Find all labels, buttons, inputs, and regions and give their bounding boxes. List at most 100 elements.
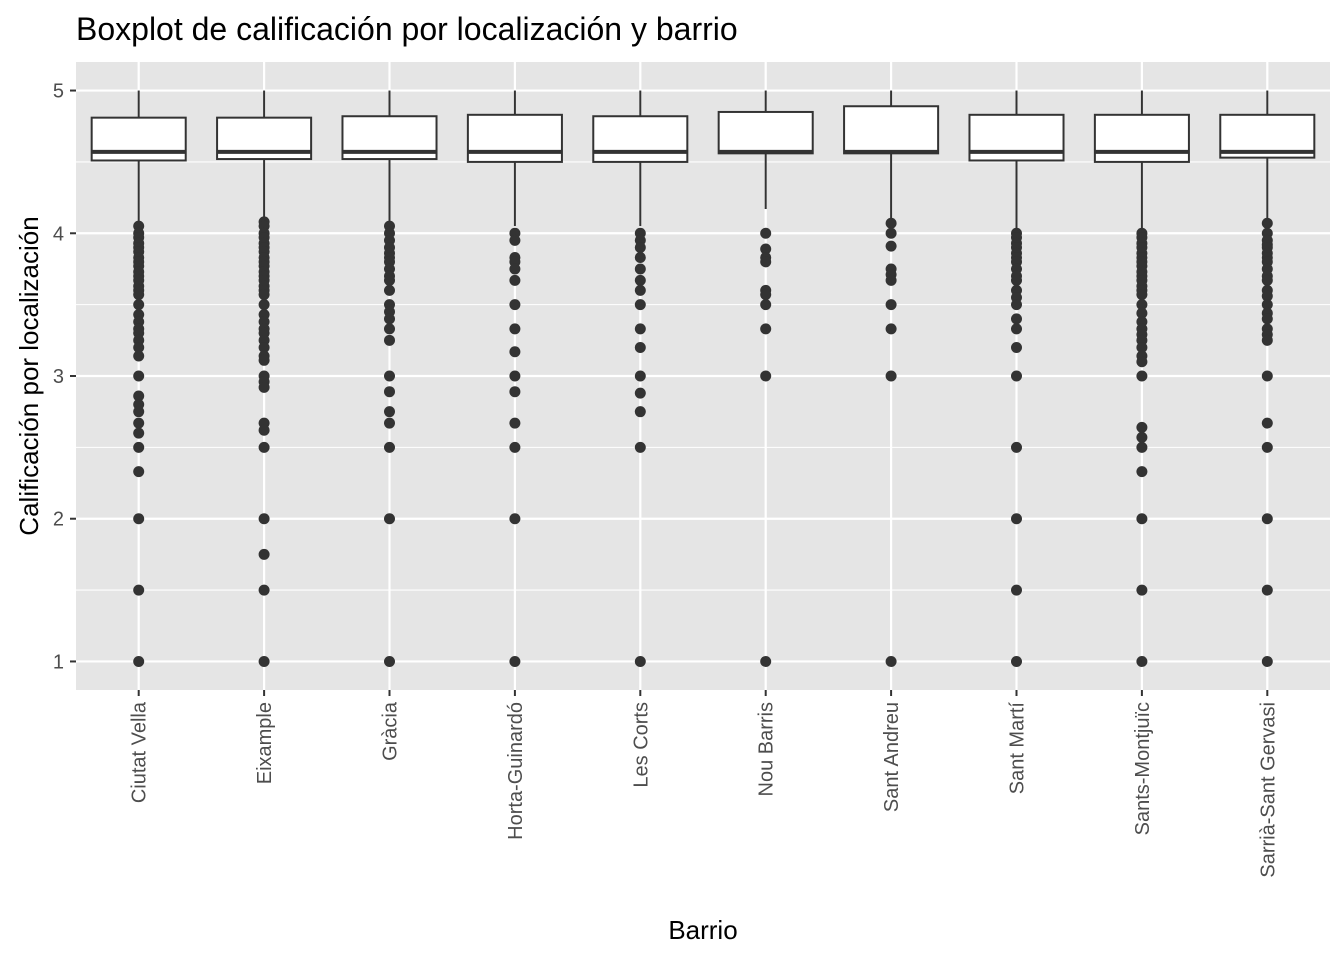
outlier-point: [133, 406, 145, 418]
outlier-point: [133, 441, 145, 453]
outlier-point: [1136, 513, 1148, 525]
outlier-point: [509, 274, 521, 286]
box-group: [466, 90, 563, 667]
outlier-point: [1136, 307, 1148, 319]
outlier-point: [384, 386, 395, 398]
outlier-point: [1136, 289, 1148, 301]
y-tick-label: 1: [53, 651, 64, 673]
outlier-point: [258, 655, 270, 667]
outlier-point: [1136, 370, 1148, 382]
outlier-point: [634, 299, 646, 311]
outlier-point: [384, 313, 395, 325]
outlier-point: [634, 323, 646, 335]
outlier-point: [258, 299, 270, 311]
outlier-point: [384, 323, 395, 335]
outlier-point: [1136, 299, 1148, 311]
box-group: [968, 90, 1065, 667]
outlier-point: [133, 466, 145, 478]
x-tick-label: Sant Andreu: [881, 702, 903, 812]
outlier-point: [760, 655, 772, 667]
x-tick-label: Gràcia: [380, 701, 402, 761]
box-group: [1093, 90, 1190, 667]
outlier-point: [1261, 313, 1273, 325]
outlier-point: [133, 513, 145, 525]
outlier-point: [1136, 421, 1148, 433]
outlier-point: [1011, 323, 1022, 335]
x-axis: Ciutat Vella Eixample Gràcia Horta-Guinardó…: [129, 690, 1279, 878]
outlier-point: [133, 427, 145, 439]
outlier-point: [384, 370, 395, 382]
outlier-point: [760, 299, 772, 311]
outlier-point: [760, 256, 772, 268]
outlier-point: [133, 341, 145, 353]
x-tick-label: Les Corts: [630, 702, 652, 788]
outlier-point: [384, 655, 395, 667]
outlier-point: [509, 234, 521, 246]
outlier-point: [885, 240, 897, 252]
outlier-point: [1011, 313, 1022, 325]
box-iqr: [466, 113, 563, 163]
x-tick-label: Eixample: [254, 702, 276, 784]
outlier-point: [1261, 217, 1273, 229]
outlier-point: [509, 346, 521, 358]
outlier-point: [885, 274, 897, 286]
outlier-point: [1136, 341, 1148, 353]
outlier-point: [1011, 441, 1022, 453]
boxes-layer: [90, 90, 1316, 667]
y-tick-label: 4: [53, 223, 64, 245]
box-iqr: [843, 105, 940, 155]
outlier-point: [133, 655, 145, 667]
outlier-point: [760, 289, 772, 301]
y-axis-title: Calificación por localización: [14, 216, 44, 535]
outlier-point: [133, 390, 145, 402]
outlier-point: [509, 299, 521, 311]
outlier-point: [634, 370, 646, 382]
outlier-point: [509, 386, 521, 398]
outlier-point: [258, 513, 270, 525]
y-tick-label: 2: [53, 509, 64, 531]
outlier-point: [133, 289, 145, 301]
box-group: [90, 90, 187, 667]
outlier-point: [509, 417, 521, 429]
outlier-point: [885, 299, 897, 311]
outlier-point: [133, 584, 145, 596]
x-tick-label: Sant Martí: [1007, 702, 1029, 795]
chart-title: Boxplot de calificación por localización…: [76, 11, 738, 47]
box-group: [592, 90, 689, 667]
outlier-point: [509, 263, 521, 275]
outlier-point: [258, 354, 270, 366]
outlier-point: [133, 417, 145, 429]
outlier-point: [1261, 370, 1273, 382]
outlier-point: [1011, 584, 1022, 596]
outlier-point: [1136, 431, 1148, 443]
y-axis: 1 2 3 4 5: [53, 81, 76, 673]
outlier-point: [509, 441, 521, 453]
box-iqr: [592, 115, 689, 163]
x-tick-label: Sarrià-Sant Gervasi: [1257, 702, 1279, 878]
outlier-point: [1261, 299, 1273, 311]
x-tick-label: Horta-Guinardó: [505, 702, 527, 840]
outlier-point: [885, 217, 897, 229]
outlier-point: [1011, 370, 1022, 382]
outlier-point: [1261, 584, 1273, 596]
outlier-point: [509, 655, 521, 667]
outlier-point: [1136, 584, 1148, 596]
outlier-point: [1011, 299, 1022, 311]
outlier-point: [885, 323, 897, 335]
outlier-point: [133, 350, 145, 362]
box-group: [843, 90, 940, 667]
outlier-point: [509, 370, 521, 382]
x-axis-title: Barrio: [668, 915, 737, 945]
outlier-point: [258, 548, 270, 560]
outlier-point: [509, 513, 521, 525]
outlier-point: [885, 655, 897, 667]
outlier-point: [1261, 290, 1273, 302]
outlier-point: [133, 370, 145, 382]
outlier-point: [384, 441, 395, 453]
box-iqr: [717, 110, 814, 155]
outlier-point: [1261, 334, 1273, 346]
outlier-point: [634, 655, 646, 667]
outlier-point: [258, 441, 270, 453]
outlier-point: [634, 284, 646, 296]
outlier-point: [885, 370, 897, 382]
